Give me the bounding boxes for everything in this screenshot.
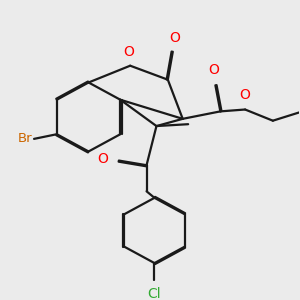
Text: Cl: Cl (148, 287, 161, 300)
Text: O: O (123, 45, 134, 59)
Text: O: O (169, 31, 180, 45)
Text: O: O (98, 152, 108, 166)
Text: Br: Br (18, 132, 32, 146)
Text: O: O (208, 63, 219, 77)
Text: O: O (240, 88, 250, 102)
